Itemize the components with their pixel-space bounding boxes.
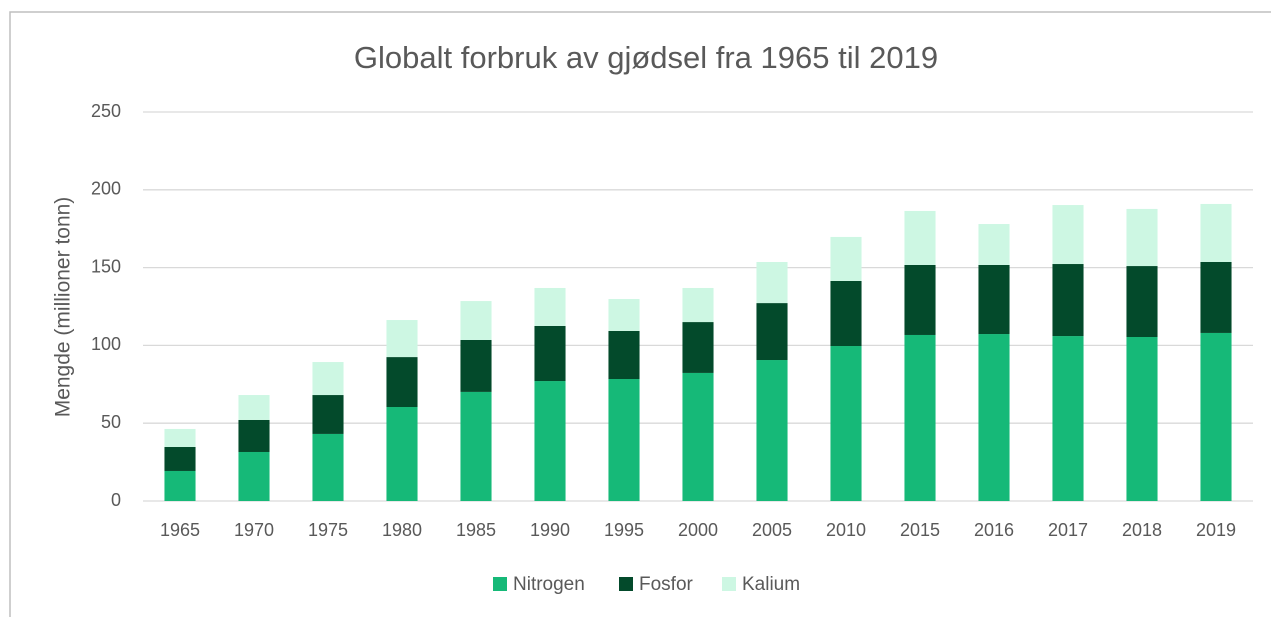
bar-segment [238,419,270,452]
bar-segment [1126,208,1158,267]
x-tick-label: 2000 [678,520,718,540]
chart-title: Globalt forbruk av gjødsel fra 1965 til … [354,40,938,75]
bar-segment [756,360,788,501]
bar-segment [238,395,270,420]
bar-segment [312,362,344,396]
legend-label: Nitrogen [513,574,585,595]
bar-segment [608,330,640,380]
bar-segment [460,339,492,392]
y-axis-title: Mengde (millioner tonn) [52,197,75,418]
chart-frame [9,11,1271,617]
x-tick-label: 1980 [382,520,422,540]
bar-segment [386,357,418,408]
x-tick-label: 1970 [234,520,274,540]
bar-segment [534,325,566,382]
bar-segment [682,372,714,501]
x-tick-label: 1975 [308,520,348,540]
bar-segment [312,433,344,501]
bar-segment [460,301,492,340]
bar-segment [312,395,344,434]
bar-segment [1126,266,1158,337]
x-tick-label: 2015 [900,520,940,540]
x-tick-label: 1985 [456,520,496,540]
bar-segment [978,224,1010,265]
bar-segment [1052,264,1084,337]
bar-segment [608,379,640,501]
x-tick-label: 1995 [604,520,644,540]
bar-segment [904,334,936,501]
bar-segment [682,322,714,373]
bar-segment [608,299,640,331]
x-tick-label: 2019 [1196,520,1236,540]
x-tick-label: 2018 [1122,520,1162,540]
bar-segment [386,320,418,358]
bar-segment [164,428,196,448]
x-tick-label: 2005 [752,520,792,540]
bar-segment [830,280,862,347]
bar-segment [756,303,788,361]
bar-segment [904,264,936,335]
bar-segment [238,451,270,501]
bar-segment [534,381,566,501]
x-tick-label: 2016 [974,520,1014,540]
bar-segment [1052,205,1084,265]
bar-segment [1200,203,1232,262]
bar-segment [978,264,1010,335]
bar-segment [164,470,196,501]
bar-segment [756,261,788,304]
bar-segment [682,287,714,323]
bar-segment [904,210,936,265]
bar-segment [164,447,196,471]
bar-segment [830,346,862,501]
bar-segment [830,236,862,281]
x-tick-label: 1965 [160,520,200,540]
legend-swatch [619,577,633,591]
bar-segment [460,391,492,501]
bar-segment [386,407,418,501]
y-tick-label: 100 [91,334,121,354]
legend-label: Kalium [742,574,800,595]
y-tick-label: 50 [101,412,121,432]
bar-segment [1126,336,1158,501]
y-tick-label: 0 [111,490,121,510]
y-tick-label: 200 [91,179,121,199]
legend-swatch [722,577,736,591]
x-tick-label: 1990 [530,520,570,540]
legend-swatch [493,577,507,591]
bar-segment [534,287,566,326]
bar-segment [978,334,1010,501]
x-tick-label: 2017 [1048,520,1088,540]
y-tick-label: 250 [91,101,121,121]
bar-segment [1200,332,1232,501]
y-tick-label: 150 [91,256,121,276]
bar-segment [1052,336,1084,501]
x-tick-label: 2010 [826,520,866,540]
legend-label: Fosfor [639,574,694,595]
bar-segment [1200,261,1232,333]
